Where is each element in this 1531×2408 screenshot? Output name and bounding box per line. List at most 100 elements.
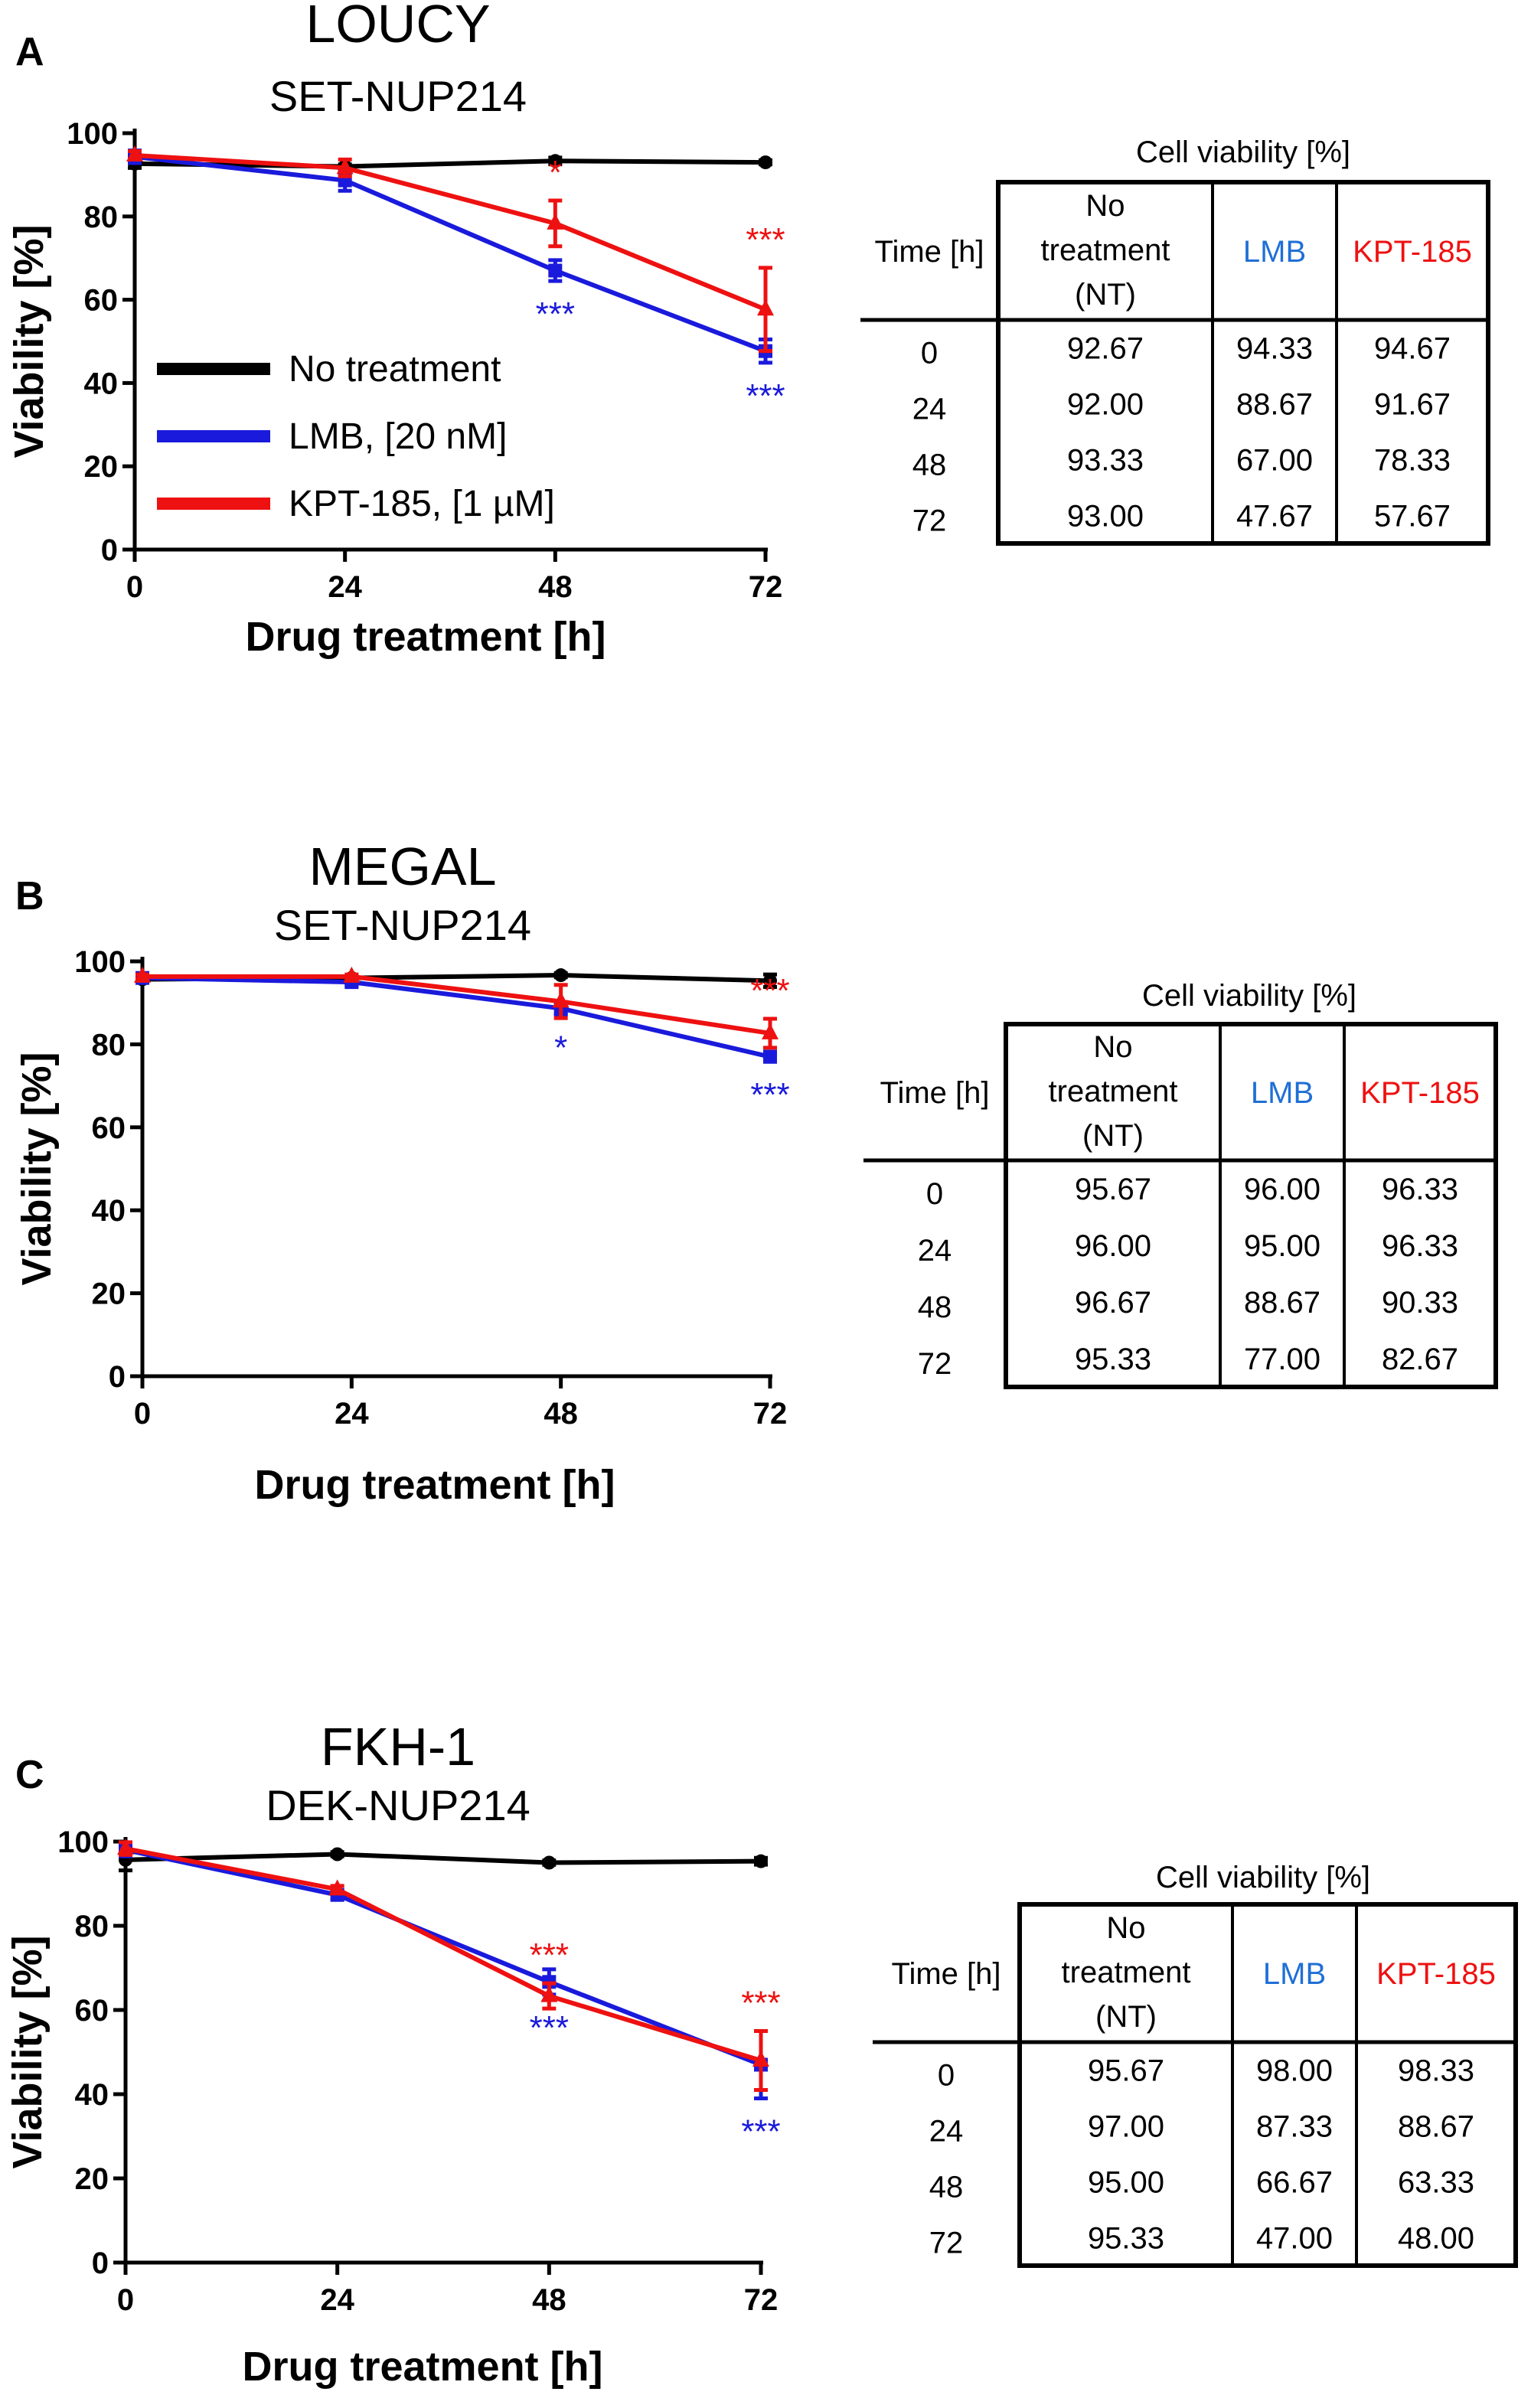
y-tick-label: 0 xyxy=(109,1360,126,1394)
x-tick-label: 72 xyxy=(753,1397,788,1431)
x-tick-label: 48 xyxy=(544,1397,578,1431)
table-header-nt: No treatment (NT) xyxy=(1041,189,1170,312)
table-header-nt-line: (NT) xyxy=(1095,2000,1157,2034)
table-row: 24 96.00 95.00 96.33 xyxy=(918,1229,1458,1268)
series-line-kpt xyxy=(134,153,767,312)
y-tick-label: 80 xyxy=(84,201,119,234)
table-cell-value: 87.33 xyxy=(1256,2110,1333,2144)
table-cell-time: 24 xyxy=(912,393,947,426)
series-lmb xyxy=(128,148,772,365)
data-point xyxy=(548,263,563,278)
legend-label-nt: No treatment xyxy=(289,349,501,390)
significance-marker: *** xyxy=(746,377,785,415)
table-cell-time: 48 xyxy=(918,1290,952,1324)
series-line-kpt xyxy=(142,974,771,1036)
table-cell-value: 96.33 xyxy=(1382,1229,1458,1263)
table-cell-value: 67.00 xyxy=(1236,444,1313,478)
table-cell-value: 95.33 xyxy=(1088,2222,1164,2256)
table-row: 48 93.33 67.00 78.33 xyxy=(912,444,1451,482)
y-tick-label: 20 xyxy=(92,1277,126,1311)
legend-label-kpt: KPT-185, [1 µM] xyxy=(289,484,555,524)
table-cell-value: 96.33 xyxy=(1382,1173,1458,1206)
table-cell-value: 95.67 xyxy=(1088,2054,1164,2088)
table-row: 72 93.00 47.67 57.67 xyxy=(912,500,1451,538)
significance-marker: * xyxy=(549,154,562,191)
table-header-nt-line: No xyxy=(1106,1911,1145,1945)
table-header-nt-line: (NT) xyxy=(1075,278,1136,312)
panel-b: B MEGAL SET-NUP214 0 20 40 60 80 100 0 24 48 72 Drug … xyxy=(14,837,1498,1508)
table-cell-value: 97.00 xyxy=(1088,2110,1164,2144)
table-cell-value: 98.00 xyxy=(1256,2054,1333,2088)
significance-marker: *** xyxy=(536,295,575,333)
table-cell-value: 78.33 xyxy=(1374,444,1451,478)
table-header-nt-line: No xyxy=(1085,189,1125,223)
series-line-lmb xyxy=(125,1848,762,2067)
series-line-nt xyxy=(125,1852,762,1865)
table-title: Cell viability [%] xyxy=(1156,1861,1370,1894)
table-cell-value: 48.00 xyxy=(1398,2222,1474,2256)
table-cell-value: 82.67 xyxy=(1382,1343,1458,1376)
data-point xyxy=(763,1049,777,1064)
table-row: 0 95.67 98.00 98.33 xyxy=(938,2054,1474,2093)
table-cell-value: 94.33 xyxy=(1236,332,1313,366)
table-header-time: Time [h] xyxy=(892,1957,1001,1991)
table-cell-time: 24 xyxy=(918,1234,952,1268)
table-cell-time: 48 xyxy=(929,2171,964,2204)
y-tick-label: 40 xyxy=(92,1194,126,1228)
table-row: 72 95.33 47.00 48.00 xyxy=(929,2222,1474,2260)
table-row: 48 95.00 66.67 63.33 xyxy=(929,2166,1474,2204)
table-row: 48 96.67 88.67 90.33 xyxy=(918,1286,1458,1324)
table-cell-time: 0 xyxy=(938,2059,955,2093)
data-point xyxy=(759,155,772,170)
table-cell-value: 96.67 xyxy=(1075,1286,1151,1320)
series-line-lmb xyxy=(142,975,771,1059)
table-title: Cell viability [%] xyxy=(1142,979,1356,1013)
table-row: 24 97.00 87.33 88.67 xyxy=(929,2110,1474,2149)
table-header-kpt: KPT-185 xyxy=(1353,235,1472,269)
table-header-lmb: LMB xyxy=(1251,1076,1314,1110)
table-cell-value: 88.67 xyxy=(1244,1286,1320,1320)
table-header-lmb: LMB xyxy=(1243,235,1306,269)
data-point xyxy=(752,2051,769,2067)
table-row: 0 95.67 96.00 96.33 xyxy=(926,1173,1458,1211)
table-cell-value: 96.00 xyxy=(1075,1229,1151,1263)
x-tick-label: 0 xyxy=(134,1397,151,1431)
data-point xyxy=(328,1879,346,1896)
chart-title: LOUCY xyxy=(305,0,490,54)
chart-title: FKH-1 xyxy=(321,1717,475,1777)
significance-marker: *** xyxy=(741,2113,780,2151)
series-line-nt xyxy=(134,158,766,169)
table-cell-value: 92.00 xyxy=(1067,388,1144,422)
table-cell-time: 72 xyxy=(929,2227,964,2260)
series-line-kpt xyxy=(125,1846,762,2063)
chart-subtitle: SET-NUP214 xyxy=(269,72,527,120)
x-tick-label: 48 xyxy=(532,2283,566,2317)
data-point xyxy=(540,1985,558,2002)
y-tick-label: 60 xyxy=(75,1994,109,2028)
table-header-lmb: LMB xyxy=(1263,1957,1326,1991)
data-point xyxy=(552,991,570,1008)
x-tick-label: 72 xyxy=(749,570,783,604)
table-header-time: Time [h] xyxy=(875,235,984,269)
table-cell-value: 77.00 xyxy=(1244,1343,1320,1376)
series-lmb xyxy=(119,1842,768,2100)
table-header-nt-line: treatment xyxy=(1049,1075,1178,1108)
data-point xyxy=(547,213,564,230)
x-tick-label: 0 xyxy=(117,2283,134,2317)
table-cell-value: 66.67 xyxy=(1256,2166,1333,2200)
significance-marker: *** xyxy=(741,1985,780,2022)
data-point xyxy=(754,1854,768,1868)
table-title: Cell viability [%] xyxy=(1136,135,1350,169)
table-cell-time: 72 xyxy=(912,504,947,538)
table-header-time: Time [h] xyxy=(880,1076,990,1110)
table-cell-value: 95.67 xyxy=(1075,1173,1151,1206)
y-tick-label: 20 xyxy=(84,450,119,484)
x-tick-label: 48 xyxy=(538,570,573,604)
table-border xyxy=(1017,1902,1518,2268)
table-header-kpt: KPT-185 xyxy=(1360,1076,1480,1110)
panel-letter: A xyxy=(15,30,44,74)
x-tick-label: 72 xyxy=(744,2283,779,2317)
data-point xyxy=(548,154,563,168)
y-tick-label: 40 xyxy=(84,367,119,400)
